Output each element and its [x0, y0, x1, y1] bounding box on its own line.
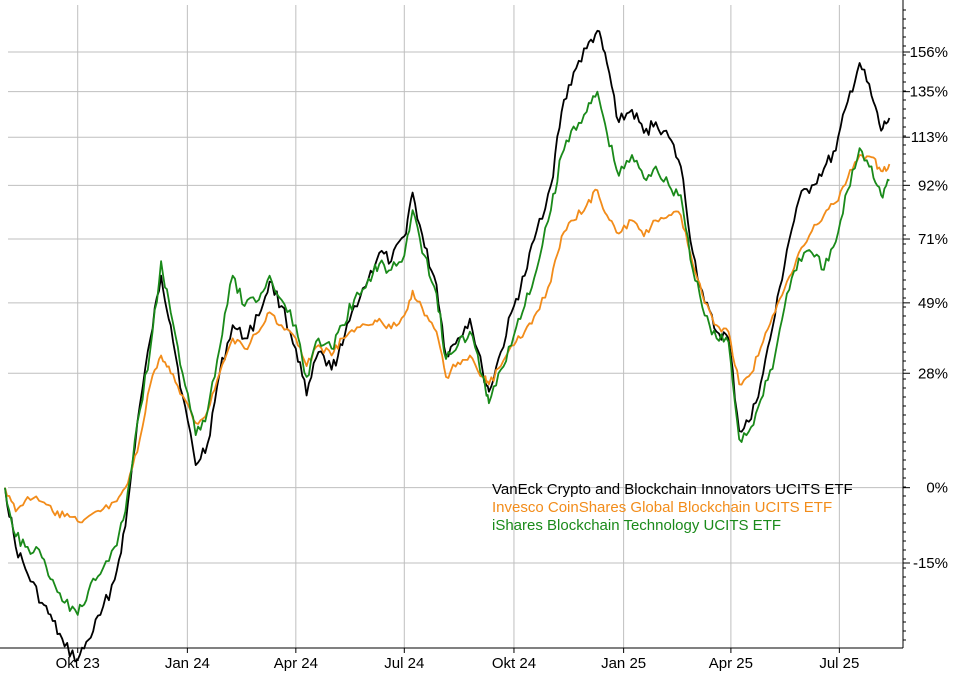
series-line-3	[4, 90, 890, 616]
y-tick-label: 156%	[910, 44, 948, 61]
y-tick-label: 49%	[918, 295, 948, 312]
y-tick-label: 71%	[918, 231, 948, 248]
legend: VanEck Crypto and Blockchain Innovators …	[492, 481, 853, 534]
legend-entry-1: VanEck Crypto and Blockchain Innovators …	[492, 481, 853, 498]
y-tick-label: 0%	[926, 480, 948, 497]
series-line-2	[4, 154, 891, 524]
y-tick-label: 92%	[918, 177, 948, 194]
y-tick-label: 113%	[911, 129, 948, 146]
x-tick-label: Jul 25	[819, 655, 859, 672]
x-tick-label: Okt 24	[492, 655, 536, 672]
x-tick-label: Apr 25	[709, 655, 753, 672]
series-line-1	[4, 29, 891, 663]
x-tick-label: Okt 23	[56, 655, 100, 672]
y-tick-label: -15%	[913, 555, 948, 572]
series-lines	[4, 29, 891, 663]
x-tick-label: Apr 24	[274, 655, 318, 672]
legend-entry-2: Invesco CoinShares Global Blockchain UCI…	[492, 499, 832, 516]
x-tick-label: Jan 25	[601, 655, 646, 672]
legend-entry-3: iShares Blockchain Technology UCITS ETF	[492, 517, 781, 534]
axes: 156% 135% 113% 92% 71% 49% 28% 0% -15% Okt 23 Jan …	[0, 0, 948, 672]
x-tick-label: Jul 24	[384, 655, 424, 672]
y-tick-label: 135%	[910, 84, 948, 101]
x-tick-label: Jan 24	[165, 655, 210, 672]
y-tick-label: 28%	[918, 365, 948, 382]
